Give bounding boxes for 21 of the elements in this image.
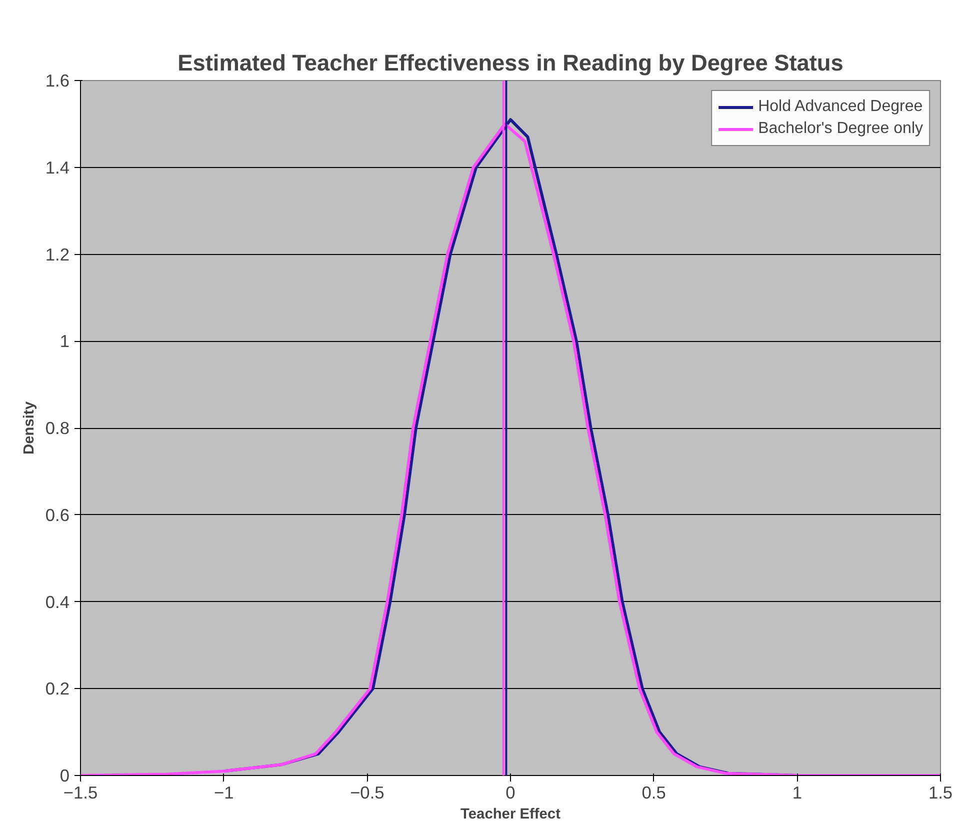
x-tick-label: 0: [506, 782, 516, 802]
y-tick-label: 0.8: [45, 418, 70, 438]
y-tick-label: 1: [60, 331, 70, 352]
y-tick-label: 0.6: [45, 504, 70, 525]
y-tick-label: 0: [60, 766, 70, 786]
y-axis-title: Density: [21, 400, 38, 454]
x-tick-label: 0.5: [642, 782, 666, 802]
x-tick-label: −1.5: [63, 782, 98, 802]
legend-label: Bachelor's Degree only: [758, 120, 923, 138]
x-tick-label: −1: [214, 782, 234, 802]
y-tick-label: 0.2: [45, 678, 70, 699]
y-tick-label: 1.6: [45, 70, 70, 90]
x-tick-label: −0.5: [350, 782, 384, 802]
x-axis-title: Teacher Effect: [460, 806, 561, 822]
y-tick-label: 1.4: [45, 157, 70, 178]
y-tick-label: 1.2: [45, 244, 70, 264]
x-tick-label: 1.5: [928, 782, 953, 802]
legend-label: Hold Advanced Degree: [758, 98, 923, 116]
x-tick-label: 1: [792, 782, 802, 802]
chart-title: Estimated Teacher Effectiveness in Reading by Degree Status: [178, 50, 844, 76]
y-tick-label: 0.4: [45, 592, 70, 612]
